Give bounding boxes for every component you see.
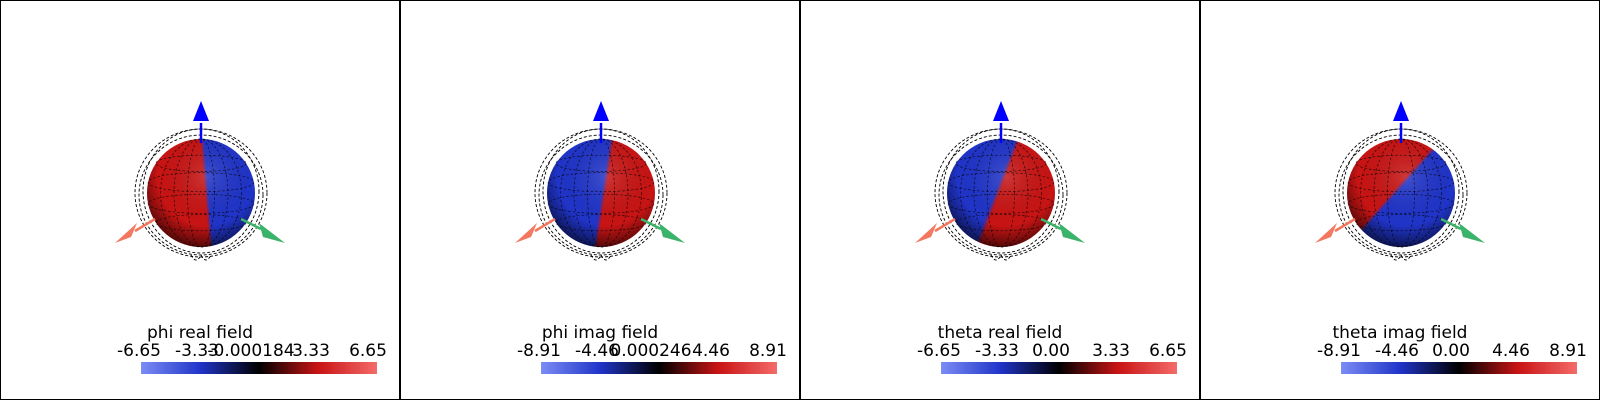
colorbar-tick: -3.33 [975,341,1019,361]
x-axis-shaft [934,217,956,233]
parallel-line [955,154,1047,172]
parallel-line [547,172,655,193]
colorbar-tick: -8.91 [517,341,561,361]
colorbar-tick: -6.65 [917,341,961,361]
colorbar-tick: 0.00 [1032,341,1070,361]
colorbar-tick: 3.33 [292,341,330,361]
pattern-lobe [1390,253,1412,261]
colorbar-title: phi imag field [541,323,659,343]
colorbar-tick: -4.46 [575,341,619,361]
panel-theta-imag: theta imag field -8.91 -4.46 0.00 4.46 8… [1200,0,1600,400]
colorbar [541,362,777,374]
colorbar-tick: 3.33 [1092,341,1130,361]
y-axis-shaft [1040,217,1062,231]
colorbar-tick: 6.65 [349,341,387,361]
colorbar-gradient [1341,362,1577,374]
parallel-line [147,172,255,193]
colorbar [141,362,377,374]
sphere-shading [147,139,255,247]
colorbar [941,362,1177,374]
sphere-shading [947,139,1055,247]
colorbar-gradient [941,362,1177,374]
parallel-line [947,172,1055,193]
z-axis-arrowhead [593,101,609,121]
x-axis-shaft [1334,217,1356,233]
colorbar-title: phi real field [147,323,253,343]
colorbar-gradient [541,362,777,374]
x-axis-arrowhead [515,223,537,243]
meridian-line [160,138,242,248]
y-axis-arrowhead [259,223,285,243]
y-axis-shaft [640,217,662,231]
z-axis-arrowhead [1393,101,1409,121]
y-axis-arrowhead [659,223,685,243]
colorbar-tick: -0.000184 [207,341,295,361]
pattern-lobe [190,253,212,261]
pattern-lobe [590,253,612,261]
pattern-lobe [990,253,1012,261]
colorbar-tick: -6.65 [117,341,161,361]
colorbar-tick: -3.33 [175,341,219,361]
sphere-shading [1347,139,1455,247]
parallel-line [155,154,247,172]
meridian-line [1360,138,1442,248]
x-axis-arrowhead [915,223,937,243]
colorbar-tick: 6.65 [1149,341,1187,361]
z-axis-arrowhead [993,101,1009,121]
colorbar-tick: 8.91 [1549,341,1587,361]
colorbar [1341,362,1577,374]
parallel-line [1347,193,1455,214]
panel-phi-real: phi real field -6.65 -3.33 -0.000184 3.3… [0,0,400,400]
colorbar-tick: 0.000246 [610,341,692,361]
colorbar-tick: -4.46 [1375,341,1419,361]
parallel-line [147,193,255,214]
sphere-shading [547,139,655,247]
z-axis-arrowhead [193,101,209,121]
colorbar-tick: -8.91 [1317,341,1361,361]
colorbar-title: theta real field [937,323,1063,343]
x-axis-arrowhead [115,223,137,243]
colorbar-gradient [141,362,377,374]
render-view [1315,101,1485,261]
colorbar-tick: 4.46 [692,341,730,361]
colorbar-title: theta imag field [1332,323,1468,343]
y-axis-shaft [1440,217,1462,231]
parallel-line [1355,154,1447,172]
parallel-line [1347,172,1455,193]
x-axis-shaft [134,217,156,233]
meridian-line [560,138,642,248]
colorbar-tick: 0.00 [1432,341,1470,361]
x-axis-arrowhead [1315,223,1337,243]
y-axis-arrowhead [1059,223,1085,243]
y-axis-arrowhead [1459,223,1485,243]
render-view [515,101,685,261]
parallel-line [947,193,1055,214]
render-view [115,101,285,261]
panel-theta-real: theta real field -6.65 -3.33 0.00 3.33 6… [800,0,1200,400]
parallel-line [547,193,655,214]
meridian-line [960,138,1042,248]
render-view [915,101,1085,261]
colorbar-tick: 8.91 [749,341,787,361]
x-axis-shaft [534,217,556,233]
colorbar-tick: 4.46 [1492,341,1530,361]
y-axis-shaft [240,217,262,231]
panel-phi-imag: phi imag field -8.91 -4.46 0.000246 4.46… [400,0,800,400]
parallel-line [555,154,647,172]
